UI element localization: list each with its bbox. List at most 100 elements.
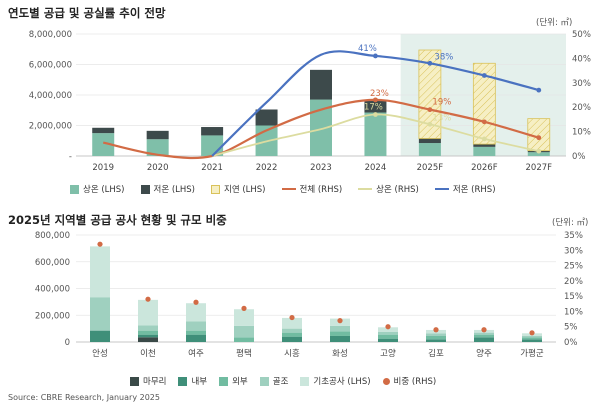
ratio-point [433, 327, 439, 333]
legend-swatch [259, 376, 269, 386]
chart1-legend: 상온 (LHS) 저온 (LHS) 지연 (LHS) 전체 (RHS) 상온 (RHS)… [70, 181, 540, 197]
bar-gicho [90, 246, 110, 298]
legend-label: 비중 (RHS) [393, 377, 437, 387]
point-label: 38% [434, 52, 453, 62]
point-sangon [536, 148, 542, 154]
legend-item: 상온 (RHS) [358, 181, 419, 197]
y-left-tick: 2,000,000 [29, 122, 72, 132]
x-tick-label: 2027F [526, 163, 553, 173]
point-sangon [481, 136, 487, 142]
point-jeoon [536, 87, 542, 93]
x-tick-label: 2020 [147, 163, 169, 173]
ratio-point [145, 296, 151, 302]
point-label: 17% [364, 103, 383, 113]
bar-golgjo [522, 335, 542, 338]
y-right-tick: 10% [564, 307, 583, 317]
ratio-point [529, 330, 535, 336]
bar-naebu [330, 335, 350, 342]
y-right-tick: 40% [572, 54, 591, 64]
bar-jeoon [473, 144, 496, 147]
x-tick-label: 2025F [417, 163, 444, 173]
chart1-title: 연도별 공급 및 공실률 추이 전망 [8, 6, 166, 20]
x-tick-label: 2024 [365, 163, 387, 173]
bar-golgjo [426, 333, 446, 336]
legend-item: 상온 (LHS) [70, 181, 125, 197]
point-label: 13% [432, 113, 451, 123]
bar-naebu [522, 339, 542, 342]
y-left-tick: 4,000,000 [29, 91, 72, 101]
x-tick-label: 여주 [188, 348, 204, 359]
point-jeoon [427, 60, 433, 66]
legend-swatch [178, 376, 188, 386]
bar-jiyeon-hatch [418, 50, 441, 139]
point-jeoon [481, 73, 487, 78]
bar-jiyeon-hatch [527, 118, 550, 151]
bar-naebu [138, 334, 158, 338]
legend-item: 내부 [178, 373, 207, 389]
bar-oebu [522, 337, 542, 340]
x-tick-label: 2022 [256, 163, 278, 173]
x-tick-label: 평택 [236, 348, 252, 359]
legend-item: 골조 [259, 373, 288, 389]
legend-label: 기초공사 (LHS) [313, 377, 371, 387]
ratio-point [385, 324, 391, 330]
bar-sangon [418, 143, 441, 156]
bar-sangon [473, 146, 496, 156]
ratio-point [289, 314, 295, 321]
legend-label: 외부 [232, 377, 248, 387]
y-left-tick: - [69, 152, 72, 162]
x-tick-label: 2026F [471, 163, 498, 173]
bar-jeoon [310, 69, 332, 100]
bar-golgjo [282, 328, 302, 333]
bar-jeoon [255, 109, 278, 126]
point-label: 41% [358, 44, 377, 54]
bar-jeoon [418, 138, 441, 144]
legend-label: 내부 [191, 377, 208, 387]
legend-swatch [281, 188, 296, 190]
bar-sangon [527, 152, 550, 156]
bar-jeoon [146, 130, 169, 140]
y-right-tick: 30% [564, 246, 583, 256]
point-sangon [373, 112, 378, 117]
x-tick-label: 2021 [201, 163, 223, 173]
legend-swatch [358, 188, 373, 190]
point-label: 23% [370, 89, 389, 99]
x-tick-label: 2023 [310, 163, 332, 173]
chart2-legend: 마무리 내부 외부 골조 기초공사 (LHS) 비중 (RHS) [130, 373, 490, 389]
bar-naebu [378, 338, 398, 342]
y-left-tick: 8,000,000 [29, 30, 72, 40]
y-left-tick: 400,000 [35, 285, 70, 295]
ratio-point [481, 327, 487, 333]
ratio-point [337, 318, 343, 324]
bar-jeoon [364, 100, 387, 113]
legend-swatch [382, 377, 390, 385]
ratio-point [97, 241, 103, 247]
bar-naebu [426, 339, 446, 342]
bar-oebu [186, 330, 206, 335]
legend-label: 상온 (RHS) [376, 185, 419, 195]
bar-golgjo [90, 297, 110, 331]
legend-item: 전체 (RHS) [281, 181, 342, 197]
x-tick-label: 2019 [92, 163, 114, 173]
bar-oebu [138, 330, 158, 335]
legend-swatch [140, 184, 150, 194]
y-right-tick: 35% [564, 231, 583, 241]
bar-oebu [234, 337, 254, 342]
legend-swatch [211, 184, 220, 194]
point-sangon [427, 121, 433, 127]
bar-jeoon [201, 127, 224, 136]
point-total [536, 135, 542, 141]
ratio-point [241, 305, 247, 311]
chart2-title: 2025년 지역별 공급 공사 현황 및 규모 비중 [8, 213, 227, 227]
y-right-tick: 10% [572, 128, 591, 138]
bar-naebu [90, 330, 110, 342]
bar-golgjo [474, 332, 494, 335]
line-total [102, 98, 540, 160]
bar-golgjo [234, 325, 254, 338]
bar-golgjo [330, 325, 350, 332]
chart2-plot: 0 200,000 400,000 600,000 800,000 0% 5% 10% 15% 2… [35, 231, 583, 359]
point-total [427, 107, 433, 113]
y-right-tick: 0% [564, 338, 578, 348]
bar-gicho [138, 299, 158, 326]
legend-item: 마무리 [130, 373, 166, 389]
